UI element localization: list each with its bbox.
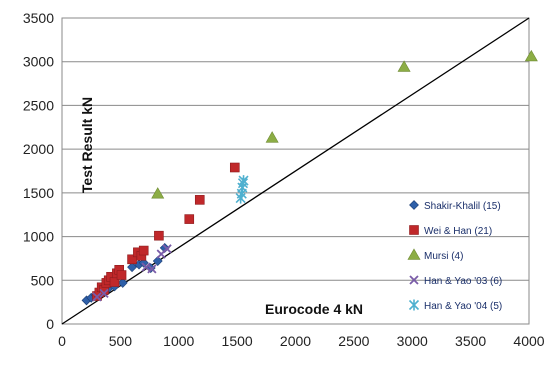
plot-area-border <box>61 17 530 325</box>
x-tick-label: 3000 <box>397 333 428 349</box>
data-point <box>152 256 163 266</box>
y-axis-title: Test Result kN <box>79 97 95 193</box>
y-tick-label: 3500 <box>23 10 54 26</box>
legend: Shakir-Khalil (15) Wei & Han (21) Mursi (4… <box>407 200 502 312</box>
data-points <box>81 49 538 306</box>
reference-line <box>61 17 530 325</box>
legend-label: Han & Yao '03 (6) <box>424 276 502 287</box>
legend-label: Mursi (4) <box>424 251 463 262</box>
y-tick-label: 1000 <box>23 229 54 245</box>
legend-item: Wei & Han (21) <box>409 225 492 237</box>
data-point <box>138 245 149 256</box>
y-tick-label: 0 <box>46 316 54 332</box>
data-point <box>159 243 170 253</box>
legend-label: Wei & Han (21) <box>424 226 492 237</box>
data-point <box>154 230 164 241</box>
series-4 <box>92 244 172 302</box>
legend-label: Shakir-Khalil (15) <box>424 201 501 212</box>
x-tick-label: 2500 <box>338 333 369 349</box>
y-tick-label: 2000 <box>23 141 54 157</box>
data-point <box>265 131 279 143</box>
x-tick-label: 4000 <box>513 333 544 349</box>
x-tick-labels: 0 500 1000 1500 2000 2500 3000 3500 4000 <box>58 333 545 349</box>
data-point <box>229 162 240 173</box>
legend-label: Han & Yao '04 (5) <box>424 301 502 312</box>
x-tick-label: 0 <box>58 333 66 349</box>
x-tick-label: 3500 <box>455 333 486 349</box>
legend-item: Han & Yao '04 (5) <box>408 299 502 312</box>
legend-item: Mursi (4) <box>407 248 463 262</box>
data-point <box>397 60 411 72</box>
data-point <box>99 288 109 299</box>
x-tick-label: 1500 <box>222 333 253 349</box>
y-tick-label: 500 <box>31 272 55 288</box>
legend-marker <box>409 275 419 285</box>
data-point <box>194 195 205 205</box>
data-point <box>117 277 128 288</box>
data-point <box>127 262 137 273</box>
x-tick-label: 500 <box>109 333 133 349</box>
y-tick-labels: 0 500 1000 1500 2000 2500 3000 3500 <box>23 10 54 332</box>
y-tick-label: 1500 <box>23 185 54 201</box>
x-tick-label: 2000 <box>280 333 311 349</box>
series-5 <box>235 175 249 204</box>
legend-marker <box>409 200 419 210</box>
data-point <box>524 49 538 62</box>
legend-item: Shakir-Khalil (15) <box>409 200 501 212</box>
x-axis-title: Eurocode 4 kN <box>265 301 363 317</box>
legend-marker <box>407 248 421 260</box>
legend-marker <box>408 299 420 311</box>
data-point <box>116 270 127 280</box>
y-tick-label: 3000 <box>23 54 54 70</box>
data-point <box>162 244 172 254</box>
series-3 <box>151 49 538 199</box>
data-point <box>151 187 165 199</box>
data-point <box>238 175 249 187</box>
legend-item: Han & Yao '03 (6) <box>409 275 502 287</box>
data-point <box>127 254 137 265</box>
data-point <box>184 214 195 224</box>
y-tick-label: 2500 <box>23 97 54 113</box>
data-point <box>147 264 157 274</box>
x-tick-label: 1000 <box>163 333 194 349</box>
data-point <box>92 292 102 302</box>
legend-marker <box>409 225 419 235</box>
